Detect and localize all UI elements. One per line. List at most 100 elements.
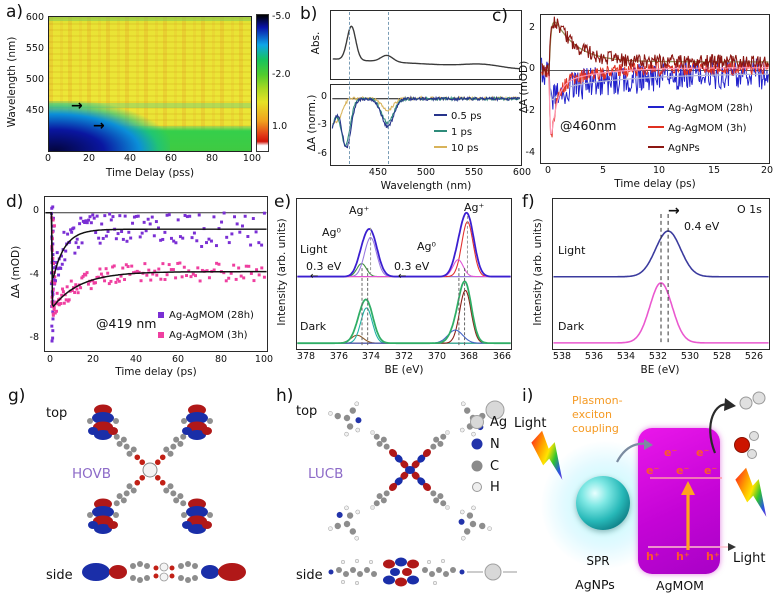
d-legend-label: Ag-AgMOM (28h) (169, 310, 254, 321)
i-agnp-sphere (576, 476, 630, 530)
e-xtick: 372 (394, 351, 414, 362)
b-legend-row-0.5ps: 0.5 ps (434, 111, 482, 123)
i-electron-label: e⁻ (696, 446, 710, 459)
a-colorbar (256, 14, 269, 152)
h-atom-legend-c: C (490, 459, 500, 474)
a-colorbar-tick: -2.0 (272, 69, 291, 80)
f-xtick: 538 (552, 351, 572, 362)
a-arrow-icon: → (93, 118, 105, 134)
legend-line-icon (434, 146, 447, 148)
panel-label-b: b) (300, 4, 318, 24)
panel-label-a: a) (6, 2, 24, 22)
i-agmom-label: AgMOM (656, 578, 704, 593)
a-colorbar-tick: 1.0 (272, 121, 288, 132)
panel-label-d: d) (6, 192, 24, 212)
a-heatmap-bleach-blob (49, 101, 170, 151)
b-xtick: 600 (512, 167, 532, 178)
e-dark-label: Dark (300, 320, 327, 333)
a-y-axis-label: Wavelength (nm) (6, 36, 18, 128)
f-corner-label: O 1s (737, 203, 762, 216)
d-y-axis-label: ΔA (mOD) (10, 245, 22, 299)
light-bolt-icon (729, 467, 779, 519)
c-ytick: -4 (525, 147, 535, 158)
e-xtick: 370 (427, 351, 447, 362)
e-xps-plot (296, 198, 512, 350)
panel-label-g: g) (8, 386, 26, 406)
e-shift-label-right: 0.3 eV (394, 260, 430, 273)
a-arrow-icon: → (71, 98, 83, 114)
c-ytick: 2 (528, 22, 535, 33)
b-legend-row-1ps: 1 ps (434, 127, 472, 139)
f-xps-curves (553, 213, 769, 344)
b-dashed-line-460nm (388, 12, 389, 164)
d-x-axis-label: Time delay (ps) (115, 366, 197, 378)
c-legend-row-28h: Ag-AgMOM (28h) (648, 103, 753, 115)
legend-square-icon (158, 332, 164, 338)
i-light-label-right: Light (733, 551, 766, 566)
a-ytick: 500 (25, 74, 44, 85)
panel-label-h: h) (276, 386, 294, 406)
c-wavelength-note: @460nm (560, 118, 617, 133)
h-atom-icon (472, 482, 482, 492)
d-scatter-curves (45, 205, 267, 343)
d-wavelength-note: @419 nm (96, 316, 157, 331)
f-dark-label: Dark (558, 320, 585, 333)
a-x-axis-label: Time Delay (pss) (105, 167, 195, 179)
b-xtick: 550 (464, 167, 484, 178)
d-xtick: 20 (86, 354, 100, 365)
c-kinetics-plot (540, 14, 770, 164)
h-lucb-top-structure (327, 400, 505, 542)
h-atom-legend-ag: Ag (490, 415, 508, 430)
legend-line-icon (648, 145, 664, 148)
b-dashed-line-420nm (349, 12, 350, 164)
i-hole-label: h⁺ (646, 550, 660, 563)
d-legend-row-3h: Ag-AgMOM (3h) (158, 330, 248, 342)
a-heatmap-top-band (49, 17, 251, 21)
b-deltaA-plot (330, 84, 522, 166)
f-xtick: 530 (680, 351, 700, 362)
b-ytick: 0 (320, 91, 327, 102)
b-x-axis-label: Wavelength (nm) (380, 180, 472, 192)
e-ag0-label-left: Ag⁰ (322, 226, 341, 239)
g-side-label: side (46, 568, 73, 583)
e-shift-label-left: 0.3 eV (306, 260, 342, 273)
legend-line-icon (648, 105, 664, 108)
water-h-atom (749, 431, 759, 441)
e-ag0-label-right: Ag⁰ (417, 240, 436, 253)
e-light-label: Light (300, 243, 328, 256)
a-ytick: 600 (25, 12, 44, 23)
d-xtick: 80 (214, 354, 228, 365)
legend-square-icon (158, 312, 164, 318)
i-hole-label: h⁺ (676, 550, 690, 563)
f-xtick: 536 (584, 351, 604, 362)
g-orbital-label: HOVB (72, 466, 112, 482)
h-atom-legend-h: H (490, 480, 500, 495)
legend-line-icon (434, 130, 447, 132)
a-ytick: 450 (25, 105, 44, 116)
c-legend-row-3h: Ag-AgMOM (3h) (648, 123, 747, 135)
legend-line-icon (648, 125, 664, 128)
c-legend-label: Ag-AgMOM (28h) (668, 103, 753, 114)
c-legend-label: AgNPs (668, 143, 700, 154)
i-electron-label: e⁻ (704, 464, 718, 477)
d-ytick: -8 (29, 332, 39, 343)
d-xtick: 60 (171, 354, 185, 365)
a-xtick: 80 (205, 153, 219, 164)
d-legend-row-28h: Ag-AgMOM (28h) (158, 310, 254, 322)
water-h-atom (747, 449, 757, 459)
e-xtick: 368 (459, 351, 479, 362)
c-xtick: 5 (599, 165, 607, 176)
b-xtick: 450 (368, 167, 388, 178)
b-xtick: 500 (416, 167, 436, 178)
a-xtick: 20 (82, 153, 96, 164)
h2-molecule (739, 396, 753, 410)
h-side-label: side (296, 568, 323, 583)
c-y-axis-label: ΔA (mOD) (518, 60, 530, 114)
legend-line-icon (434, 114, 447, 116)
c-ytick: -2 (525, 105, 535, 116)
b-ytick: -6 (317, 148, 327, 159)
c-xtick: 20 (760, 165, 774, 176)
h-atom-legend-n: N (490, 437, 500, 452)
c-x-axis-label: Time delay (ps) (614, 178, 696, 190)
reaction-cycle-arrowhead-icon (724, 398, 736, 411)
